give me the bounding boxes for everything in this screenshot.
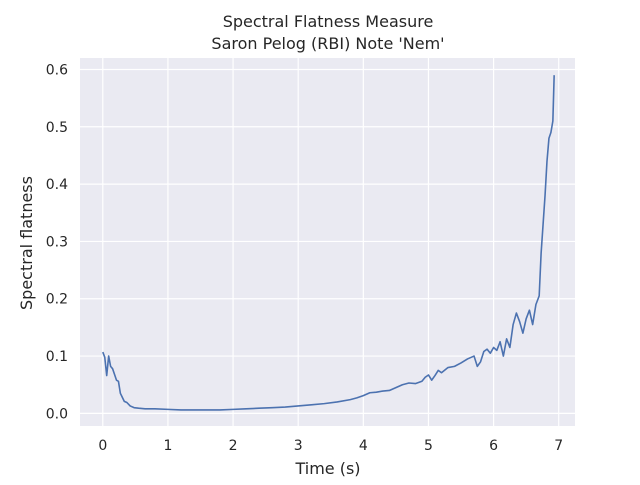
y-tick-label: 0.6 — [46, 62, 68, 78]
x-tick-label: 7 — [554, 438, 563, 454]
y-tick-label: 0.0 — [46, 406, 68, 422]
grid-lines — [80, 58, 575, 426]
series-layer — [102, 75, 555, 411]
y-tick-label: 0.4 — [46, 177, 68, 193]
y-tick-label: 0.1 — [46, 349, 68, 365]
x-tick-labels: 0 1 2 3 4 5 6 7 — [98, 438, 563, 454]
x-tick-label: 2 — [229, 438, 238, 454]
x-tick-label: 1 — [163, 438, 172, 454]
x-tick-label: 4 — [359, 438, 368, 454]
x-tick-label: 6 — [489, 438, 498, 454]
y-tick-label: 0.5 — [46, 120, 68, 136]
y-tick-labels: 0.0 0.1 0.2 0.3 0.4 0.5 0.6 — [46, 62, 68, 422]
y-tick-label: 0.2 — [46, 292, 68, 308]
series-line — [102, 75, 555, 411]
y-axis-label: Spectral flatness — [17, 176, 36, 310]
x-tick-label: 3 — [294, 438, 303, 454]
x-tick-label: 0 — [98, 438, 107, 454]
x-axis-label: Time (s) — [294, 459, 360, 478]
chart-title: Spectral Flatness Measure — [223, 12, 434, 31]
y-tick-label: 0.3 — [46, 234, 68, 250]
x-tick-label: 5 — [424, 438, 433, 454]
chart-subtitle: Saron Pelog (RBI) Note 'Nem' — [211, 34, 444, 53]
